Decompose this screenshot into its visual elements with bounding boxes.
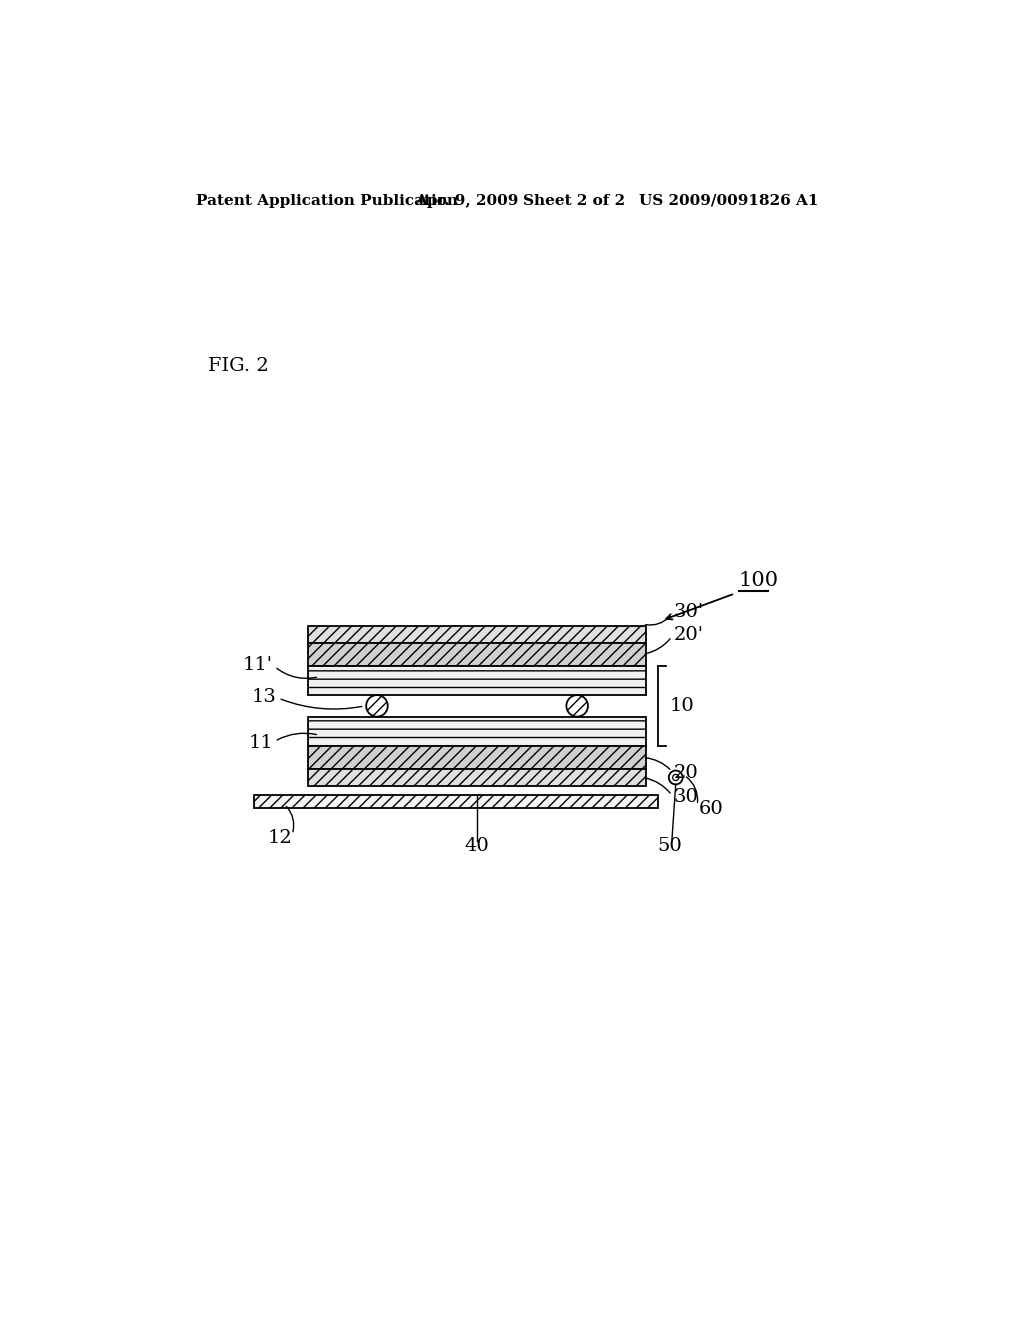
Text: 13: 13 <box>252 688 276 706</box>
Bar <box>307 665 646 696</box>
Text: 30: 30 <box>674 788 698 807</box>
Text: Apr. 9, 2009: Apr. 9, 2009 <box>416 194 519 207</box>
Bar <box>307 626 646 643</box>
Bar <box>307 643 646 665</box>
Text: Sheet 2 of 2: Sheet 2 of 2 <box>523 194 626 207</box>
Text: 20: 20 <box>674 764 698 781</box>
Text: 50: 50 <box>657 837 682 855</box>
Circle shape <box>673 775 679 780</box>
Text: US 2009/0091826 A1: US 2009/0091826 A1 <box>639 194 818 207</box>
Bar <box>307 717 646 746</box>
Text: 11: 11 <box>248 734 273 752</box>
Text: 60: 60 <box>698 800 724 818</box>
Text: Patent Application Publication: Patent Application Publication <box>196 194 458 207</box>
Bar <box>307 746 646 770</box>
Polygon shape <box>254 795 658 808</box>
Text: 12: 12 <box>267 829 292 847</box>
Text: 20': 20' <box>674 626 703 644</box>
Text: 40: 40 <box>465 837 489 855</box>
Bar <box>307 770 646 785</box>
Circle shape <box>367 696 388 717</box>
Circle shape <box>669 771 683 784</box>
Text: 30': 30' <box>674 603 703 620</box>
Text: 100: 100 <box>739 570 779 590</box>
Text: 10: 10 <box>670 697 694 715</box>
Text: FIG. 2: FIG. 2 <box>208 358 268 375</box>
Circle shape <box>566 696 588 717</box>
Text: 11': 11' <box>243 656 273 675</box>
